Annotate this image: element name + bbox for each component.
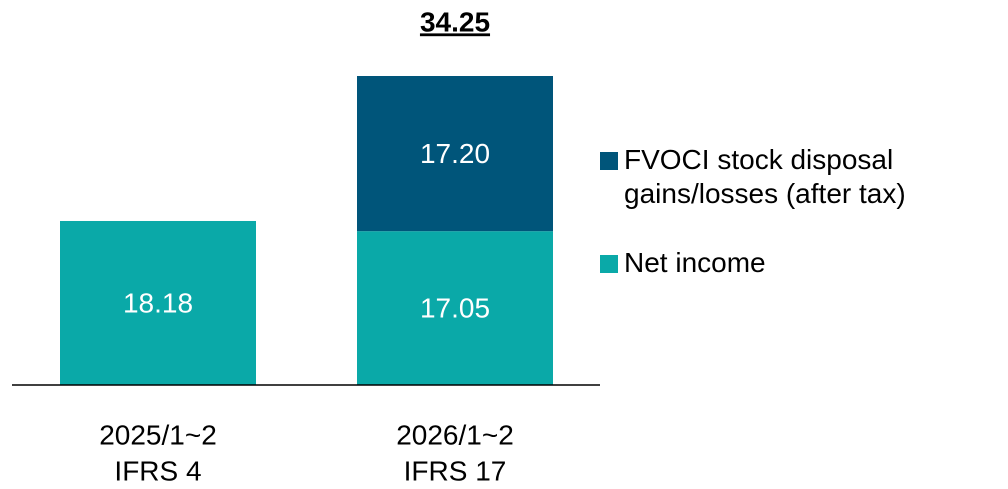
total-label: 34.25 <box>420 6 490 37</box>
x-tick-label: 2025/1~2 <box>99 419 217 450</box>
value-label: 17.05 <box>420 292 490 323</box>
legend-item: Net income <box>600 246 1004 280</box>
bar-segment <box>357 76 553 232</box>
x-tick-label: IFRS 17 <box>404 455 507 486</box>
bar-segment <box>60 220 256 385</box>
bar-segment <box>357 231 553 385</box>
legend-item: FVOCI stock disposal gains/losses (after… <box>600 143 1004 211</box>
legend-swatch <box>600 152 618 170</box>
x-tick-label: IFRS 4 <box>114 455 201 486</box>
value-label: 18.18 <box>123 287 193 318</box>
legend-swatch <box>600 255 618 273</box>
legend-label: Net income <box>624 247 766 278</box>
x-tick-label: 2026/1~2 <box>396 419 514 450</box>
value-label: 17.20 <box>420 138 490 169</box>
legend-label: FVOCI stock disposal gains/losses (after… <box>624 144 906 209</box>
